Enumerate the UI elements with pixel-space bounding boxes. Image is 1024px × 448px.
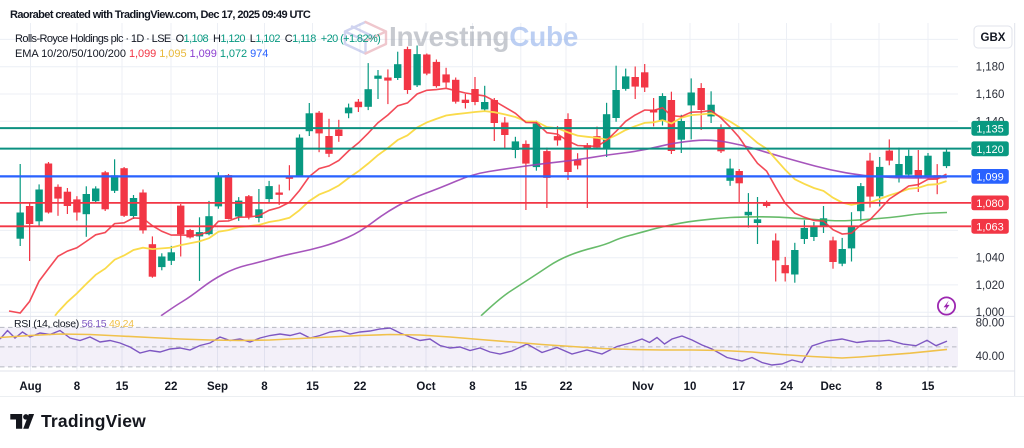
svg-text:Dec: Dec	[820, 381, 842, 393]
svg-text:8: 8	[74, 381, 81, 393]
svg-text:22: 22	[354, 381, 367, 393]
svg-text:Rolls-Royce Holdings plc · 1D: Rolls-Royce Holdings plc · 1D · LSE O1,1…	[15, 33, 380, 45]
svg-text:1,040: 1,040	[976, 253, 1005, 265]
svg-text:TradingView: TradingView	[41, 411, 146, 431]
svg-text:Nov: Nov	[632, 381, 654, 393]
svg-text:RSI (14, close) 56.15 49.24: RSI (14, close) 56.15 49.24	[14, 318, 134, 330]
svg-text:1,000: 1,000	[976, 307, 1005, 319]
svg-text:InvestingCube: InvestingCube	[389, 21, 578, 52]
svg-text:1,020: 1,020	[976, 280, 1005, 292]
svg-text:22: 22	[560, 381, 573, 393]
svg-text:1,135: 1,135	[976, 123, 1004, 135]
svg-text:Oct: Oct	[416, 381, 435, 393]
svg-text:1,099: 1,099	[976, 171, 1004, 183]
svg-text:1,180: 1,180	[976, 62, 1005, 74]
svg-text:GBX: GBX	[981, 32, 1006, 44]
svg-text:Sep: Sep	[207, 381, 228, 393]
svg-text:1,080: 1,080	[976, 198, 1004, 210]
svg-text:1,120: 1,120	[976, 144, 1004, 156]
svg-text:10: 10	[684, 381, 697, 393]
svg-text:24: 24	[780, 381, 793, 393]
svg-text:22: 22	[165, 381, 178, 393]
svg-text:1,063: 1,063	[976, 221, 1004, 233]
svg-text:15: 15	[306, 381, 319, 393]
svg-text:EMA 10/20/50/100/200 1,099 1,0: EMA 10/20/50/100/200 1,099 1,095 1,099 1…	[15, 48, 268, 60]
svg-text:1,160: 1,160	[976, 89, 1005, 101]
svg-text:15: 15	[116, 381, 129, 393]
svg-text:Raorabet created with TradingV: Raorabet created with TradingView.com, D…	[10, 9, 311, 21]
svg-text:17: 17	[732, 381, 745, 393]
svg-text:15: 15	[514, 381, 527, 393]
svg-text:80.00: 80.00	[976, 317, 1005, 329]
svg-text:8: 8	[469, 381, 476, 393]
svg-text:40.00: 40.00	[976, 351, 1005, 363]
svg-text:15: 15	[922, 381, 935, 393]
svg-text:Aug: Aug	[19, 381, 41, 393]
svg-text:8: 8	[876, 381, 883, 393]
svg-text:8: 8	[261, 381, 268, 393]
